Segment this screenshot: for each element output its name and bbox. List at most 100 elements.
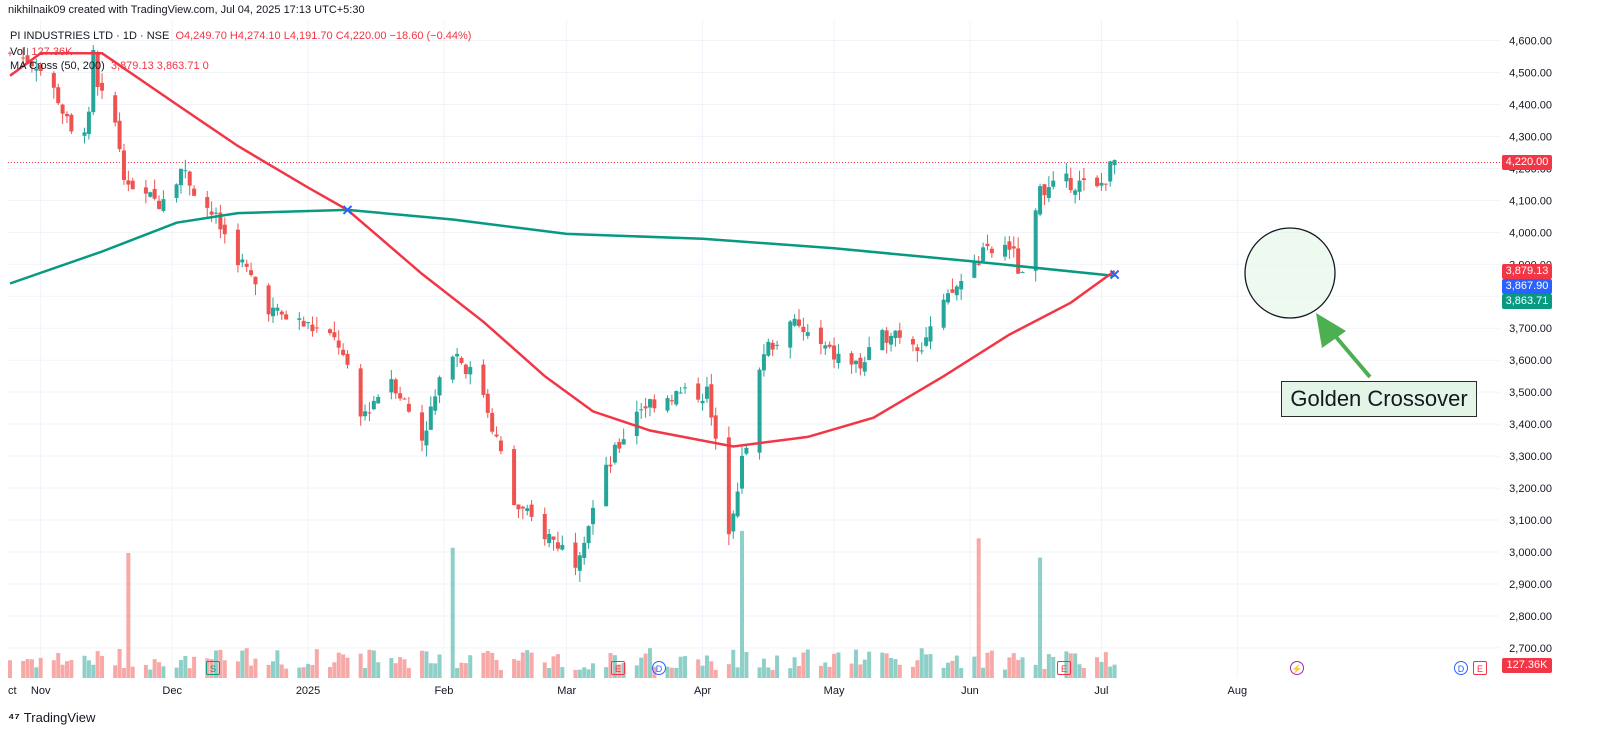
candle-body xyxy=(244,263,249,267)
volume-bar xyxy=(512,659,517,678)
candle-body xyxy=(433,396,438,411)
volume-bar xyxy=(178,660,183,678)
y-tick-label: 3,200.00 xyxy=(1509,483,1552,495)
x-tick-label: ct xyxy=(8,685,17,697)
y-tick-label: 2,900.00 xyxy=(1509,579,1552,591)
candle-body xyxy=(1042,184,1047,196)
candle-body xyxy=(612,444,617,463)
volume-bar xyxy=(665,666,670,678)
volume-bar xyxy=(744,652,749,678)
earnings-event-icon[interactable]: E xyxy=(1057,661,1071,675)
volume-bar xyxy=(823,662,828,678)
candle-body xyxy=(205,197,210,208)
volume-bar xyxy=(327,667,332,678)
dividend-event-icon[interactable]: D xyxy=(652,661,666,675)
candle-body xyxy=(69,114,74,132)
candle-body xyxy=(393,379,398,394)
volume-bar xyxy=(1099,661,1104,678)
legend-ma-cross[interactable]: MA Cross (50, 200) 3,879.13 3,863.71 0 xyxy=(10,60,209,72)
legend-ohlc: O4,249.70 H4,274.10 L4,191.70 C4,220.00 … xyxy=(175,30,472,42)
candle-body xyxy=(314,327,319,329)
footer-brand: TradingView xyxy=(23,710,96,725)
candle-body xyxy=(130,180,135,190)
candle-body xyxy=(218,212,223,230)
candle-body xyxy=(823,345,828,349)
flash-event-icon[interactable]: ⚡ xyxy=(1290,661,1304,675)
volume-bar xyxy=(275,650,280,678)
candle-body xyxy=(665,398,670,411)
candle-body xyxy=(1081,178,1086,181)
candle-body xyxy=(301,320,306,327)
dividend-event-icon[interactable]: D xyxy=(1454,661,1468,675)
volume-bar xyxy=(520,652,525,678)
x-tick-label: May xyxy=(824,685,845,697)
candle-body xyxy=(485,393,490,413)
candle-body xyxy=(1108,161,1113,182)
volume-bar xyxy=(709,661,714,678)
volume-bar xyxy=(849,663,854,678)
volume-bar xyxy=(301,667,306,678)
candle-body xyxy=(604,464,609,507)
candle-body xyxy=(744,447,749,454)
volume-bar xyxy=(551,656,556,678)
candle-body xyxy=(437,377,442,396)
volume-bar xyxy=(678,656,683,678)
volume-bar xyxy=(29,659,34,678)
candle-body xyxy=(406,403,411,412)
volume-bar xyxy=(989,650,994,678)
earnings-event-icon[interactable]: E xyxy=(611,661,625,675)
candle-body xyxy=(174,184,179,198)
volume-bar xyxy=(284,668,289,678)
split-event-icon[interactable]: S xyxy=(206,661,220,675)
volume-bar xyxy=(683,656,688,678)
candle-body xyxy=(358,368,363,417)
candle-body xyxy=(455,353,460,357)
legend-volume[interactable]: Vol 127.36K xyxy=(10,46,72,58)
volume-bar xyxy=(880,652,885,678)
volume-bar xyxy=(69,660,74,678)
volume-bar xyxy=(393,663,398,678)
candle-body xyxy=(985,243,990,247)
volume-bar xyxy=(862,659,867,678)
x-tick-label: Feb xyxy=(434,685,453,697)
candle-body xyxy=(1033,210,1038,271)
candle-body xyxy=(38,64,43,71)
price-chart[interactable]: 2,700.00 2,800.00 2,900.00 3,000.00 3,100.00… xyxy=(0,0,1600,700)
candle-body xyxy=(941,299,946,328)
y-tick-label: 4,500.00 xyxy=(1509,67,1552,79)
volume-bar xyxy=(797,665,801,678)
x-tick-label: Apr xyxy=(694,685,711,697)
candle-body xyxy=(341,349,346,355)
candle-body xyxy=(240,259,245,263)
volume-bar xyxy=(121,668,126,678)
candle-body xyxy=(1112,160,1117,166)
candle-body xyxy=(336,340,341,348)
legend-symbol[interactable]: PI INDUSTRIES LTD · 1D · NSE O4,249.70 H… xyxy=(10,30,471,42)
volume-bar xyxy=(621,663,626,678)
volume-bar xyxy=(126,552,131,678)
candle-body xyxy=(1038,186,1043,215)
volume-bar xyxy=(542,662,547,678)
candle-body xyxy=(152,189,157,199)
candle-body xyxy=(617,441,622,449)
volume-bar xyxy=(266,664,271,678)
candle-body xyxy=(56,87,61,104)
candle-body xyxy=(126,180,131,185)
y-tick-label: 3,100.00 xyxy=(1509,515,1552,527)
volume-tag: 127.36K xyxy=(1502,658,1552,673)
candle-body xyxy=(297,318,302,320)
volume-bar xyxy=(402,659,407,678)
volume-bar xyxy=(490,652,495,678)
candle-body xyxy=(1103,183,1108,185)
volume-bar xyxy=(249,665,254,678)
volume-bar xyxy=(100,655,105,678)
candle-body xyxy=(639,409,644,411)
volume-bar xyxy=(766,667,771,678)
candle-body xyxy=(805,332,810,336)
candle-body xyxy=(1020,272,1025,274)
volume-bar xyxy=(455,668,460,678)
candle-body xyxy=(832,345,837,360)
candle-body xyxy=(954,286,959,296)
candle-body xyxy=(704,386,709,399)
earnings-event-icon[interactable]: E xyxy=(1473,661,1487,675)
